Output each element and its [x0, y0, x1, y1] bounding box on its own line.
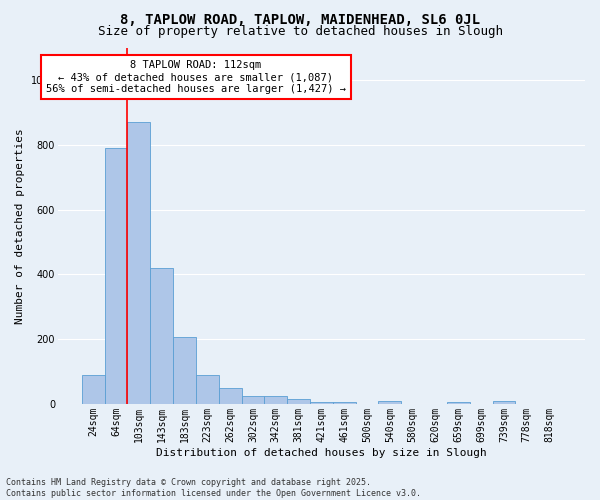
- Text: Contains HM Land Registry data © Crown copyright and database right 2025.
Contai: Contains HM Land Registry data © Crown c…: [6, 478, 421, 498]
- Bar: [173, 338, 196, 404]
- Bar: [150, 268, 173, 404]
- Bar: [127, 122, 150, 404]
- Bar: [447, 402, 470, 404]
- Bar: [104, 148, 127, 404]
- Bar: [82, 375, 104, 404]
- Bar: [287, 399, 310, 404]
- Text: 8, TAPLOW ROAD, TAPLOW, MAIDENHEAD, SL6 0JL: 8, TAPLOW ROAD, TAPLOW, MAIDENHEAD, SL6 …: [120, 12, 480, 26]
- Bar: [219, 388, 242, 404]
- Bar: [242, 396, 265, 404]
- Bar: [310, 402, 333, 404]
- Bar: [265, 396, 287, 404]
- Bar: [379, 400, 401, 404]
- Y-axis label: Number of detached properties: Number of detached properties: [15, 128, 25, 324]
- Bar: [333, 402, 356, 404]
- Bar: [196, 375, 219, 404]
- Text: 8 TAPLOW ROAD: 112sqm
← 43% of detached houses are smaller (1,087)
56% of semi-d: 8 TAPLOW ROAD: 112sqm ← 43% of detached …: [46, 60, 346, 94]
- Text: Size of property relative to detached houses in Slough: Size of property relative to detached ho…: [97, 25, 503, 38]
- Bar: [493, 400, 515, 404]
- X-axis label: Distribution of detached houses by size in Slough: Distribution of detached houses by size …: [156, 448, 487, 458]
